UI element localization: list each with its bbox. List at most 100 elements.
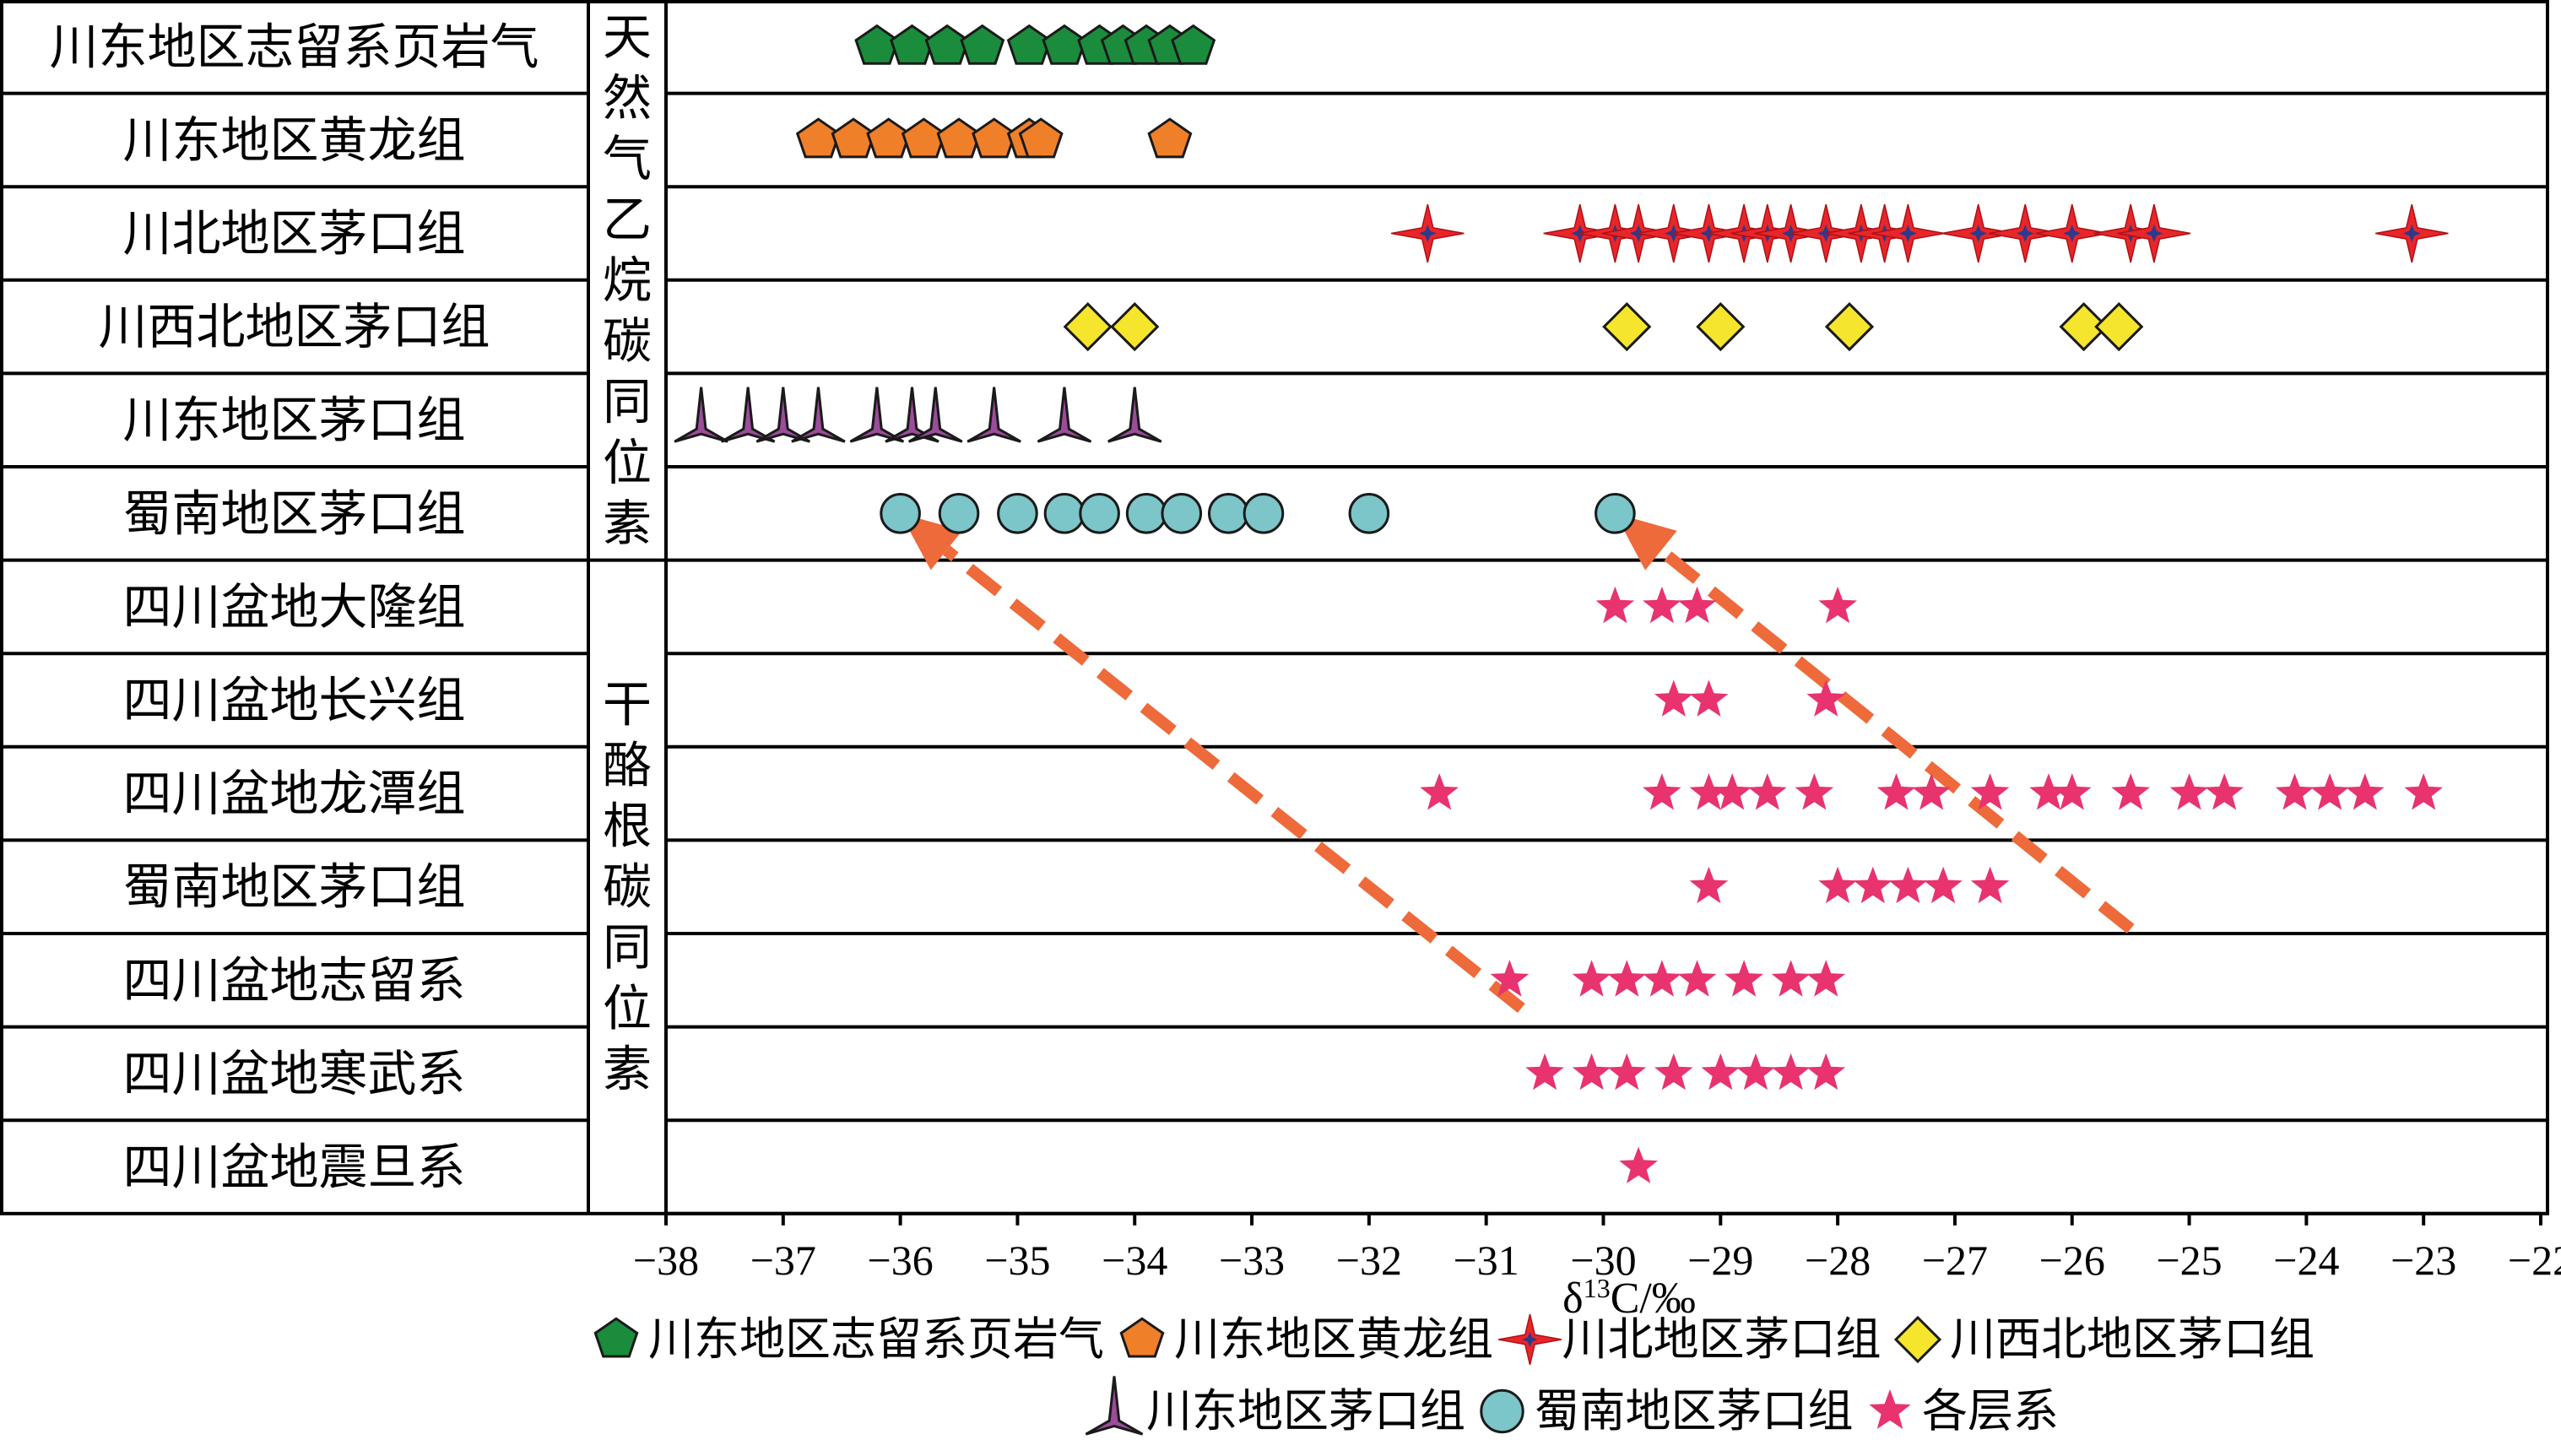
data-point [1795, 773, 1834, 810]
data-point [1871, 203, 1945, 263]
group-label-char: 然 [603, 69, 652, 127]
data-point [2035, 203, 2109, 263]
data-point [755, 387, 811, 443]
data-point [1696, 301, 1746, 352]
legend-item: 川东地区黄龙组 [1119, 1313, 1493, 1366]
data-point [1595, 586, 1635, 624]
data-point [1654, 1053, 1693, 1091]
data-point [2346, 773, 2385, 810]
data-point [1037, 387, 1092, 443]
group-label-char: 根 [603, 798, 652, 855]
group-label-char: 碳 [603, 858, 652, 916]
data-point [1806, 1053, 1846, 1091]
row-label: 蜀南地区茅口组 [122, 858, 465, 916]
row-labels: 川东地区志留系页岩气川东地区黄龙组川北地区茅口组川西北地区茅口组川东地区茅口组蜀… [49, 18, 539, 1195]
row-label: 川东地区茅口组 [122, 392, 465, 449]
data-point [966, 387, 1021, 443]
row-label: 川东地区志留系页岩气 [49, 18, 539, 75]
legend-marker [1119, 1317, 1165, 1358]
x-tick-label: −27 [1922, 1237, 1988, 1284]
trend-arrows [900, 513, 2135, 1013]
data-point [1110, 301, 1160, 352]
data-point [1824, 301, 1875, 352]
data-point [1988, 203, 2062, 263]
x-tick-label: −28 [1805, 1237, 1871, 1284]
data-point [1748, 773, 1787, 810]
data-point [1643, 773, 1681, 810]
data-point [1853, 866, 1892, 904]
data-point [1689, 866, 1729, 904]
data-point [1208, 493, 1249, 534]
legend-item: 川西北地区茅口组 [1893, 1313, 2315, 1366]
row-label: 川北地区茅口组 [122, 205, 465, 263]
legend-label: 各层系 [1922, 1384, 2059, 1437]
row-label: 四川盆地志留系 [122, 951, 465, 1009]
group-label-char: 素 [603, 1041, 652, 1098]
data-point [1912, 773, 1951, 810]
data-point [1572, 1053, 1611, 1091]
x-axis-title: δ13C/‰ [1562, 1273, 1696, 1323]
data-point [1701, 1053, 1741, 1091]
data-point [1161, 493, 1203, 534]
data-point [1147, 117, 1193, 159]
data-point [1941, 203, 2015, 263]
row-label: 四川盆地寒武系 [122, 1045, 465, 1102]
data-point [1677, 960, 1717, 997]
data-point [1619, 1146, 1658, 1183]
group-label-char: 干 [603, 676, 652, 733]
data-point [1018, 117, 1064, 159]
data-point [1171, 24, 1216, 65]
x-tick-label: −25 [2156, 1237, 2222, 1284]
data-point [1736, 1053, 1775, 1091]
legend-label: 川东地区茅口组 [1146, 1384, 1465, 1437]
data-point [1607, 960, 1647, 997]
legend-marker [1497, 1313, 1562, 1366]
data-point [1643, 586, 1681, 624]
x-tick-label: −33 [1219, 1237, 1285, 1284]
legend-item: 川北地区茅口组 [1497, 1313, 1881, 1366]
data-point [720, 387, 776, 443]
group-label-char: 位 [603, 980, 652, 1037]
data-point [1818, 586, 1857, 624]
data-point [1876, 773, 1916, 810]
legend-marker [593, 1317, 639, 1358]
data-point [1771, 1053, 1811, 1091]
data-point [1713, 773, 1752, 810]
x-tick-label: −31 [1454, 1237, 1519, 1284]
data-point [1689, 679, 1729, 717]
data-point [1420, 773, 1459, 810]
x-axis: −38 −37 −36 −35 −34 −33 −32 −31 −30 −29 −28 −27 −26 −… [633, 1211, 2561, 1284]
data-point [1818, 866, 1857, 904]
legend-item: 川东地区茅口组 [1085, 1376, 1465, 1437]
group-label-char: 素 [603, 495, 652, 552]
data-point [908, 387, 963, 443]
x-tick-label: −24 [2273, 1237, 2339, 1284]
data-point [1689, 773, 1729, 810]
data-point [1595, 493, 1636, 534]
legend-label: 蜀南地区茅口组 [1535, 1384, 1854, 1437]
group-label-char: 同 [603, 373, 652, 430]
legend-marker [1480, 1388, 1524, 1434]
row-label: 四川盆地大隆组 [122, 578, 465, 636]
data-point [1490, 960, 1530, 997]
data-point [1643, 960, 1681, 997]
x-tick-label: −26 [2039, 1237, 2105, 1284]
legend-label: 川西北地区茅口组 [1950, 1313, 2315, 1366]
row-label: 四川盆地震旦系 [122, 1139, 465, 1196]
legend-label: 川东地区志留系页岩气 [648, 1313, 1104, 1366]
data-point [1677, 586, 1717, 624]
data-point [1079, 493, 1120, 534]
data-point [1243, 493, 1285, 534]
data-point [674, 387, 728, 443]
row-label: 蜀南地区茅口组 [122, 484, 465, 542]
legend-marker [1869, 1389, 1911, 1429]
data-point [2375, 203, 2449, 263]
data-point [2117, 203, 2191, 263]
x-tick-label: −38 [633, 1237, 699, 1284]
data-point [2205, 773, 2244, 810]
data-point [1348, 493, 1390, 534]
group-label-char: 天 [603, 8, 652, 66]
